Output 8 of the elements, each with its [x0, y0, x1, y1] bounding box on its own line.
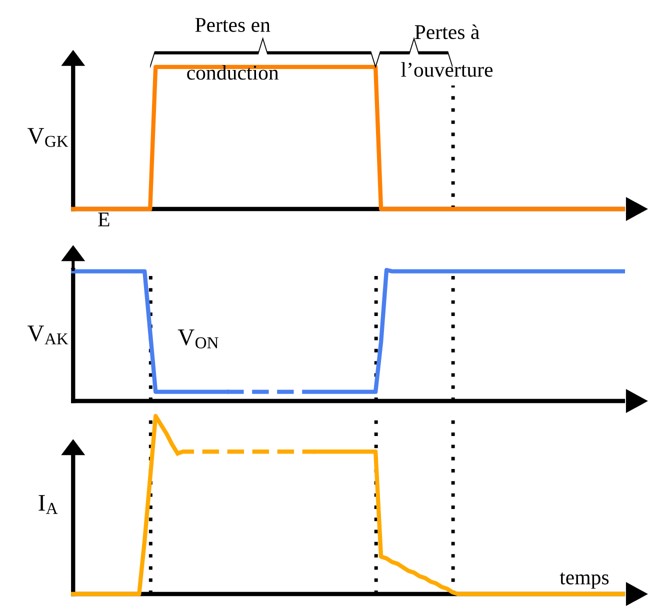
text: E: [98, 212, 110, 226]
y-axis-title: V$_{AK}$: [28, 326, 68, 344]
annotation: Pertes à l’ouverture: [401, 24, 493, 77]
annotation: V$_{ON}$: [178, 330, 218, 348]
text: Pertes en conduction: [187, 18, 279, 80]
y-axis-title: V$_{GK}$: [28, 128, 68, 147]
x-axis-title: temps: [560, 572, 609, 589]
y-axis-title: I$_{A}$: [38, 495, 58, 514]
